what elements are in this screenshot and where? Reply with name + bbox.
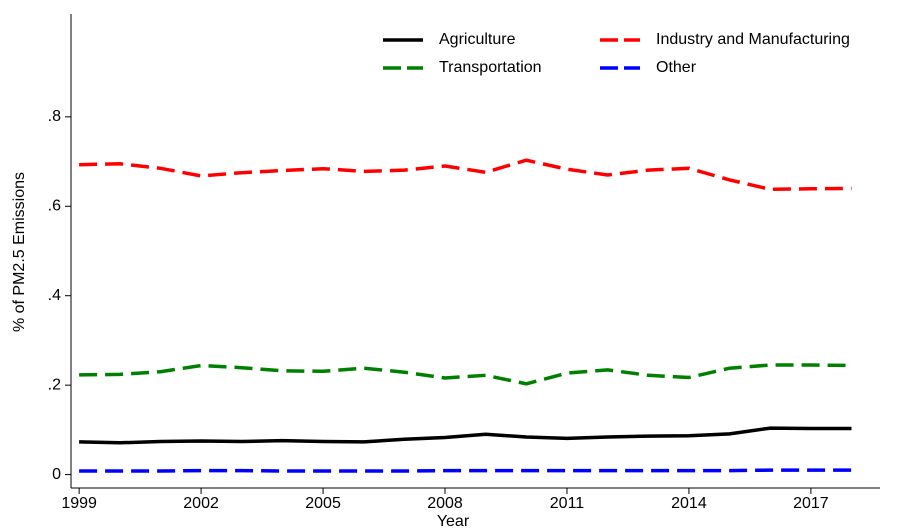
series-line <box>79 426 852 445</box>
series-line <box>79 158 852 192</box>
legend-label: Transportation <box>439 59 542 76</box>
series-line <box>79 468 852 473</box>
x-axis-label: Year <box>437 513 470 530</box>
x-tick-label: 2017 <box>793 495 829 512</box>
x-tick-label: 1999 <box>61 495 97 512</box>
y-tick-label: .8 <box>48 108 61 125</box>
y-tick-label: 0 <box>52 466 61 483</box>
x-tick-label: 2014 <box>671 495 707 512</box>
legend-label: Agriculture <box>439 31 516 48</box>
x-tick-label: 2008 <box>427 495 463 512</box>
y-tick-label: .6 <box>48 198 61 215</box>
legend-label: Other <box>656 59 697 76</box>
legend-label: Industry and Manufacturing <box>656 31 850 48</box>
x-tick-label: 2002 <box>183 495 219 512</box>
x-tick-label: 2005 <box>305 495 341 512</box>
series-line <box>79 363 852 386</box>
x-tick-label: 2011 <box>550 495 585 512</box>
y-axis-label: % of PM2.5 Emissions <box>11 172 28 332</box>
y-tick-label: .4 <box>48 287 61 304</box>
y-tick-label: .2 <box>48 376 61 393</box>
